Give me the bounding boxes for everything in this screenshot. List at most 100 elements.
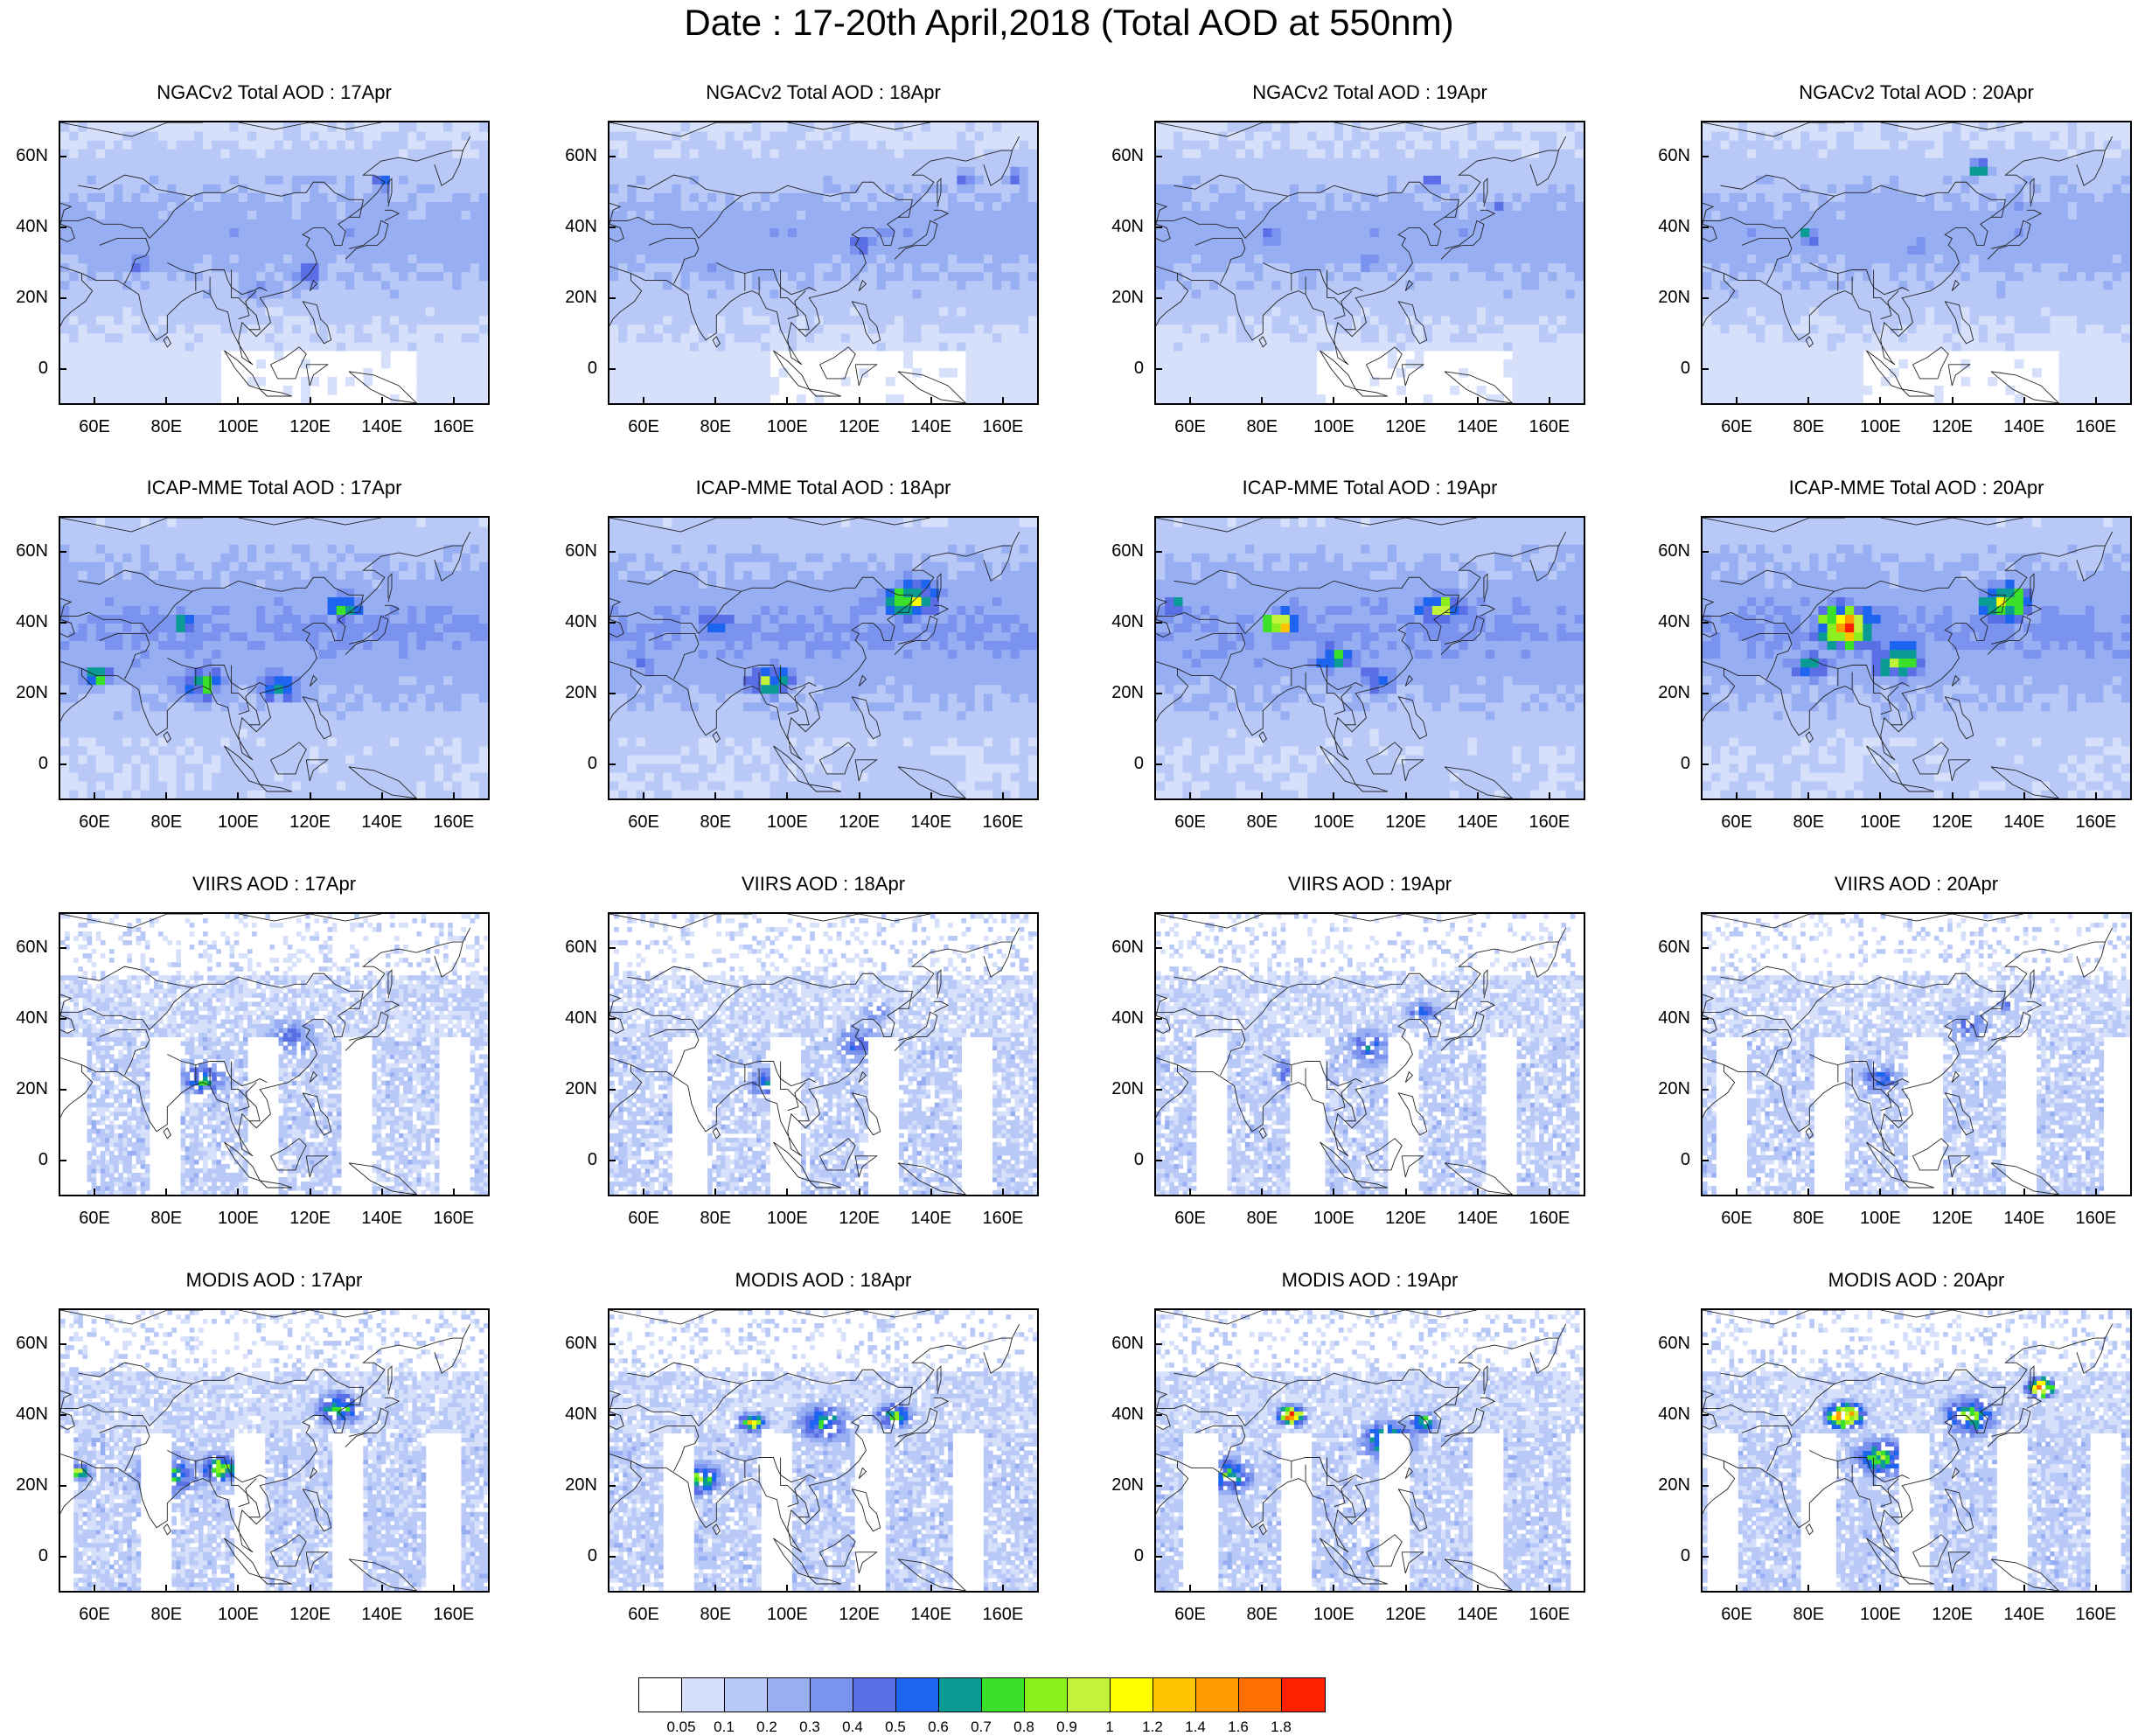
lat-tick-label: 40N (1638, 1008, 1690, 1028)
lon-tick-label: 120E (829, 1605, 890, 1625)
coastline (1405, 1072, 1412, 1083)
lon-tick-label: 100E (756, 812, 818, 833)
lon-tick-mark (453, 1585, 455, 1593)
lon-tick-mark (786, 1189, 788, 1196)
lat-tick-mark (608, 1160, 616, 1161)
lon-tick-label: 60E (64, 1209, 125, 1229)
aod-field (1703, 518, 2130, 798)
lat-tick-mark (1701, 227, 1709, 228)
lat-tick-mark (608, 1414, 616, 1416)
aod-field (1703, 914, 2130, 1195)
lon-tick-mark (1549, 1585, 1550, 1593)
lat-tick-label: 60N (1638, 541, 1690, 561)
aod-map (1154, 912, 1585, 1196)
coastline (809, 389, 841, 396)
lon-tick-label: 160E (1519, 812, 1580, 833)
lat-tick-mark (1154, 693, 1162, 694)
aod-map (608, 912, 1039, 1196)
panel-title: VIIRS AOD : 18Apr (608, 872, 1039, 896)
lon-tick-mark (2095, 1585, 2097, 1593)
lon-tick-label: 60E (1706, 1605, 1767, 1625)
lon-tick-mark (1261, 1585, 1263, 1593)
coastline (1912, 347, 1948, 379)
lon-tick-mark (786, 792, 788, 800)
colorbar-swatch (1111, 1678, 1153, 1712)
lon-tick-label: 120E (1922, 417, 1983, 437)
lat-tick-label: 40N (545, 1405, 597, 1425)
lon-tick-mark (1736, 397, 1738, 405)
lon-tick-mark (643, 1585, 644, 1593)
lat-tick-label: 60N (1638, 146, 1690, 166)
coastline (859, 1468, 866, 1479)
lon-tick-label: 140E (352, 417, 413, 437)
lon-tick-mark (1879, 1585, 1881, 1593)
lon-tick-mark (1807, 1585, 1809, 1593)
lat-tick-label: 60N (1638, 1334, 1690, 1354)
lon-tick-label: 140E (352, 1605, 413, 1625)
lon-tick-mark (2023, 1189, 2025, 1196)
coastline (232, 1458, 261, 1517)
lon-tick-label: 80E (1231, 417, 1292, 437)
lon-tick-label: 100E (1849, 1605, 1911, 1625)
lon-tick-label: 120E (1922, 812, 1983, 833)
lon-tick-mark (1477, 1189, 1479, 1196)
aod-map (59, 121, 490, 405)
lon-tick-label: 160E (972, 812, 1034, 833)
aod-field (60, 518, 488, 798)
colorbar-swatch (982, 1678, 1025, 1712)
lon-tick-mark (381, 1189, 383, 1196)
coastline (1902, 389, 1934, 396)
lon-tick-label: 100E (756, 417, 818, 437)
lon-tick-label: 60E (64, 812, 125, 833)
aod-field (1156, 518, 1584, 798)
lon-tick-label: 140E (901, 812, 962, 833)
lon-tick-mark (2095, 397, 2097, 405)
aod-field (1156, 914, 1584, 1195)
lon-tick-label: 120E (829, 417, 890, 437)
panel-title: MODIS AOD : 19Apr (1154, 1268, 1585, 1293)
lat-tick-label: 40N (1091, 217, 1144, 237)
lon-tick-mark (643, 397, 644, 405)
lon-tick-label: 160E (2065, 1605, 2127, 1625)
lon-tick-label: 140E (352, 1209, 413, 1229)
aod-field (609, 122, 1037, 403)
lon-tick-label: 60E (1706, 812, 1767, 833)
lat-tick-mark (1701, 1414, 1709, 1416)
lon-tick-mark (381, 1585, 383, 1593)
lon-tick-label: 140E (352, 812, 413, 833)
aod-field (1156, 122, 1584, 403)
lat-tick-mark (59, 1160, 66, 1161)
lon-tick-label: 160E (1519, 1209, 1580, 1229)
lat-tick-mark (608, 693, 616, 694)
lon-tick-label: 140E (901, 1209, 962, 1229)
lat-tick-label: 20N (1638, 288, 1690, 308)
lon-tick-mark (165, 1189, 167, 1196)
lat-tick-mark (1154, 1485, 1162, 1487)
lat-tick-label: 40N (1638, 217, 1690, 237)
lat-tick-mark (59, 1556, 66, 1558)
lon-tick-label: 80E (136, 417, 197, 437)
lon-tick-label: 160E (1519, 1605, 1580, 1625)
lat-tick-mark (1154, 1160, 1162, 1161)
colorbar-swatch (1282, 1678, 1325, 1712)
lat-tick-mark (1154, 1556, 1162, 1558)
panel-title: MODIS AOD : 17Apr (59, 1268, 490, 1293)
lon-tick-mark (237, 1585, 239, 1593)
lon-tick-label: 80E (1231, 1209, 1292, 1229)
aod-field (1156, 1310, 1584, 1591)
lat-tick-mark (608, 1018, 616, 1020)
lon-tick-label: 120E (829, 1209, 890, 1229)
lon-tick-mark (1002, 792, 1004, 800)
panel-title: VIIRS AOD : 19Apr (1154, 872, 1585, 896)
panel-title: VIIRS AOD : 17Apr (59, 872, 490, 896)
lon-tick-label: 160E (2065, 1209, 2127, 1229)
lon-tick-label: 80E (1231, 812, 1292, 833)
lon-tick-mark (714, 397, 716, 405)
lat-tick-mark (608, 1485, 616, 1487)
lon-tick-mark (643, 1189, 644, 1196)
lat-tick-mark (59, 693, 66, 694)
lat-tick-mark (1154, 297, 1162, 299)
